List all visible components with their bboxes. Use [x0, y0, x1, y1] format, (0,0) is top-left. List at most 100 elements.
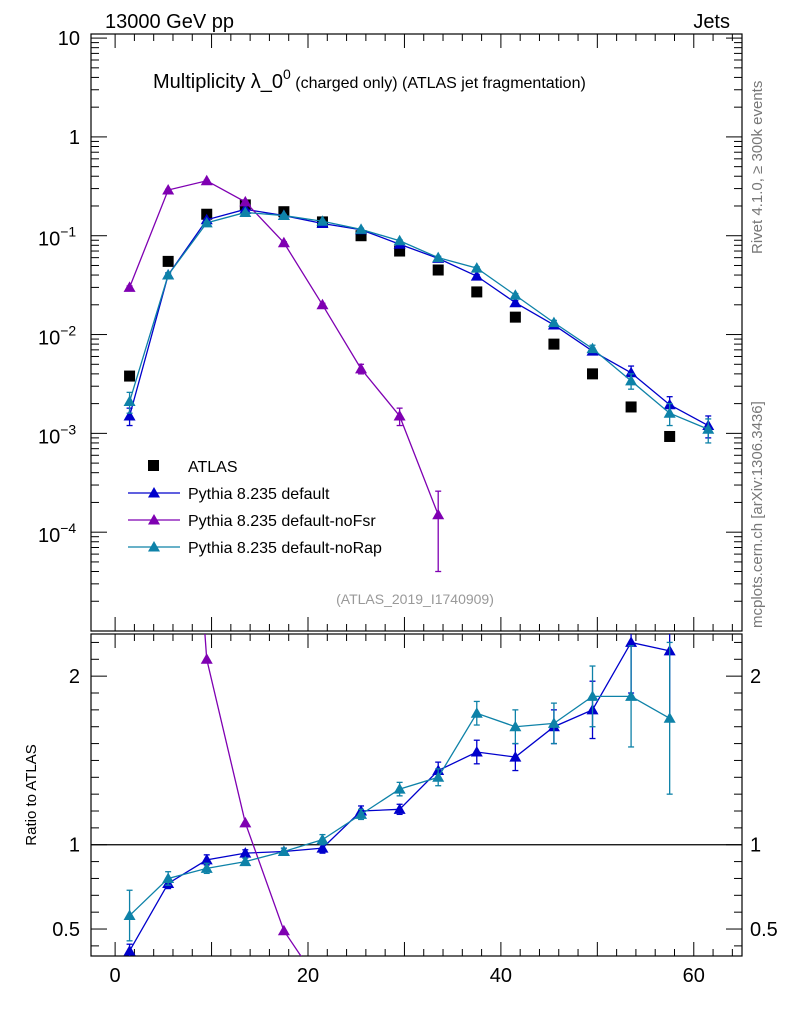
- marker-default: [123, 409, 136, 421]
- marker-noRap: [277, 209, 290, 221]
- ratio-ytick-label: 1: [69, 835, 80, 857]
- legend-marker-noFsr: [148, 514, 160, 525]
- marker-noFsr: [239, 195, 252, 207]
- main-ytick-label: 1: [69, 127, 80, 149]
- atlas-data-point: [124, 370, 136, 382]
- ratio-marker-default: [123, 944, 136, 956]
- legend: ATLAS Pythia 8.235 default Pythia 8.235 de…: [128, 459, 382, 557]
- ratio-frame: [90, 633, 743, 957]
- title-rest: (charged only) (ATLAS jet fragmentation): [291, 75, 586, 92]
- ratio-marker-noRap: [200, 862, 213, 873]
- ratio-marker-noFsr: [200, 653, 213, 664]
- atlas-data-point: [162, 255, 174, 267]
- marker-noRap: [355, 223, 368, 234]
- legend-label-noFsr: Pythia 8.235 default-noFsr: [188, 513, 376, 530]
- main-ytick-label: 10−2: [38, 323, 76, 350]
- marker-noFsr: [316, 298, 329, 310]
- side-text-bottom: mcplots.cern.ch [arXiv:1306.3436]: [749, 401, 766, 628]
- marker-noFsr: [123, 281, 136, 292]
- header-energy: 13000 GeV pp: [105, 11, 234, 33]
- ratio-marker-noFsr: [162, 114, 174, 125]
- ratio-marker-default: [509, 751, 522, 762]
- marker-noFsr: [162, 184, 175, 195]
- title-main: Multiplicity λ_0: [153, 71, 283, 93]
- ratio-marker-noRap: [355, 808, 368, 819]
- marker-noFsr: [277, 236, 290, 248]
- series-line-noRap: [128, 211, 709, 430]
- header-category: Jets: [693, 11, 730, 33]
- ratio-marker-noRap: [123, 909, 136, 921]
- ratio-marker-noRap: [625, 690, 638, 701]
- atlas-data-point: [509, 311, 521, 323]
- marker-noRap: [432, 251, 445, 263]
- atlas-data-point: [394, 245, 406, 257]
- marker-noRap: [123, 395, 136, 407]
- marker-noRap: [586, 342, 599, 354]
- marker-noFsr: [200, 174, 213, 186]
- atlas-data-point: [548, 338, 560, 350]
- ratio-marker-noRap: [239, 855, 252, 867]
- ratio-marker-noRap: [586, 690, 599, 701]
- ratio-marker-noRap: [663, 712, 676, 723]
- marker-noFsr: [432, 508, 445, 520]
- atlas-data-point: [664, 430, 676, 442]
- main-series-layer: [123, 174, 715, 573]
- marker-noRap: [393, 234, 406, 246]
- ratio-marker-default: [625, 636, 638, 647]
- ratio-marker-default: [239, 847, 252, 858]
- ratio-ylabel: Ratio to ATLAS: [23, 744, 40, 845]
- legend-marker-default: [148, 487, 160, 498]
- ratio-line-default: [129, 641, 670, 952]
- ratio-axis-ticks: 0.5 0.51 12 20 20 40 60: [52, 634, 778, 987]
- ratio-marker-noRap: [316, 833, 329, 845]
- legend-label-noRap: Pythia 8.235 default-noRap: [188, 540, 382, 557]
- main-frame: [90, 33, 743, 632]
- marker-noRap: [509, 289, 522, 300]
- ratio-marker-noRap: [547, 717, 560, 728]
- ratio-marker-noRap: [470, 707, 483, 718]
- marker-default: [509, 296, 522, 308]
- marker-noRap: [663, 407, 676, 418]
- side-text-top: Rivet 4.1.0, ≥ 300k events: [749, 81, 766, 254]
- legend-label-default: Pythia 8.235 default: [188, 486, 330, 503]
- marker-default: [625, 366, 638, 378]
- marker-noFsr: [393, 409, 406, 421]
- ratio-marker-default: [393, 803, 406, 814]
- legend-marker-data: [148, 460, 159, 471]
- title-superscript: 0: [283, 66, 291, 82]
- marker-noRap: [547, 316, 560, 328]
- marker-noRap: [316, 215, 329, 226]
- series-line-noFsr: [128, 180, 439, 516]
- marker-noRap: [200, 216, 213, 228]
- xtick-label: 0: [110, 965, 121, 987]
- ratio-line-noFsr: [204, 634, 302, 956]
- marker-noRap: [239, 206, 252, 217]
- marker-noRap: [162, 269, 175, 280]
- ratio-marker-noRap: [162, 872, 175, 883]
- ratio-marker-noRap: [277, 845, 290, 856]
- atlas-data-point: [432, 264, 444, 276]
- ratio-marker-default: [470, 746, 483, 757]
- ratio-marker-noFsr: [277, 924, 290, 936]
- series-line-default: [128, 208, 709, 427]
- ratio-ytick-label: 2: [69, 666, 80, 688]
- marker-noRap: [625, 374, 638, 386]
- atlas-data-point: [355, 230, 367, 242]
- marker-noRap: [702, 423, 715, 434]
- plot-title: Multiplicity λ_00 (charged only) (ATLAS …: [153, 66, 586, 93]
- ratio-ytick-label-right: 0.5: [750, 919, 778, 941]
- legend-marker-noRap: [148, 541, 160, 552]
- ratio-series-layer: [123, 114, 676, 956]
- ratio-ytick-label: 0.5: [52, 919, 80, 941]
- analysis-id: (ATLAS_2019_I1740909): [336, 591, 494, 607]
- legend-label-data: ATLAS: [188, 459, 238, 476]
- xtick-label: 60: [683, 965, 705, 987]
- ratio-marker-noRap: [393, 783, 406, 794]
- ratio-marker-default: [200, 853, 213, 865]
- ratio-ytick-label-right: 1: [750, 835, 761, 857]
- ratio-ytick-label-right: 2: [750, 666, 761, 688]
- ratio-marker-noRap: [509, 720, 522, 732]
- ratio-marker-noRap: [432, 771, 445, 782]
- marker-noFsr: [355, 362, 368, 374]
